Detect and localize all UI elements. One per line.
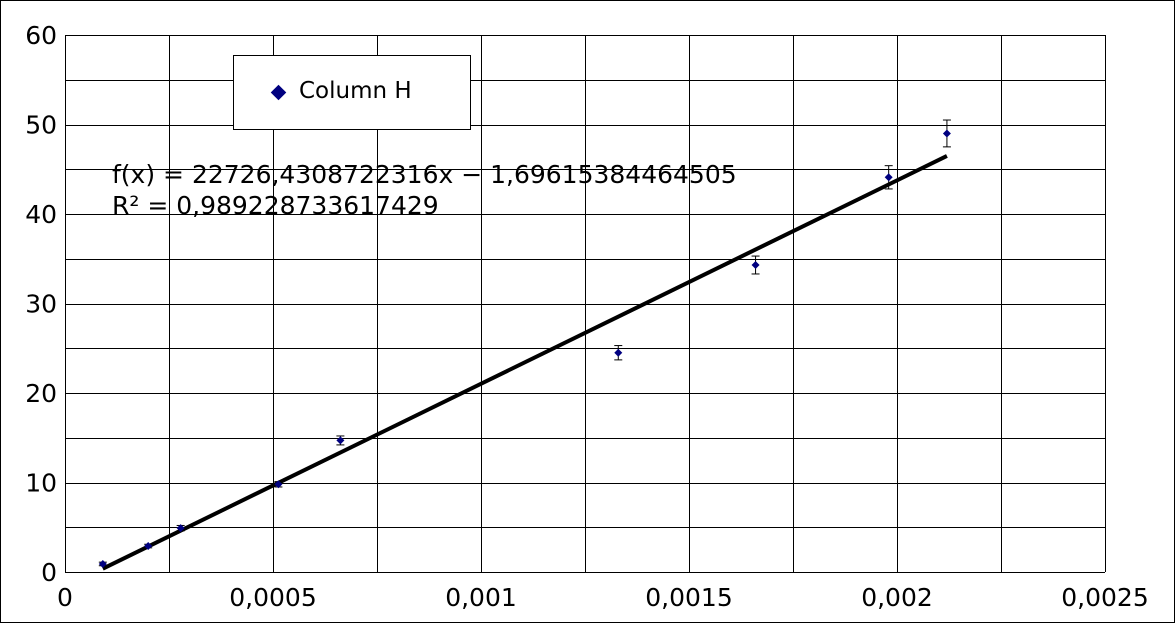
- legend-label: Column H: [299, 78, 412, 104]
- x-tick-label: 0,0005: [229, 583, 316, 612]
- data-point: [274, 480, 283, 489]
- data-point: [144, 542, 153, 551]
- data-point: [614, 345, 623, 361]
- data-points: [98, 119, 951, 568]
- x-tick-label: 0,001: [445, 583, 517, 612]
- diamond-marker: [942, 129, 951, 138]
- trendline-group: [101, 154, 948, 571]
- diamond-marker: [884, 173, 893, 182]
- diamond-marker: [144, 542, 153, 551]
- trendline-equation: f(x) = 22726,4308722316x − 1,69615384464…: [112, 160, 737, 189]
- x-tick-label: 0,0015: [645, 583, 732, 612]
- data-point: [98, 559, 107, 568]
- gridlines: [65, 35, 1106, 573]
- y-axis-ticks: 0 10 20 30 40 50 60: [25, 21, 57, 587]
- diamond-marker: [98, 559, 107, 568]
- data-point: [751, 255, 760, 275]
- diamond-marker: [176, 524, 185, 533]
- y-tick-label: 20: [25, 379, 57, 408]
- diamond-marker: [751, 261, 760, 270]
- diamond-marker: [614, 348, 623, 357]
- data-point: [884, 165, 893, 190]
- data-point: [176, 524, 185, 533]
- x-tick-label: 0,0025: [1061, 583, 1148, 612]
- x-axis-ticks: 0 0,0005 0,001 0,0015 0,002 0,0025: [57, 583, 1149, 612]
- x-tick-label: 0,002: [861, 583, 933, 612]
- diamond-marker: [274, 480, 283, 489]
- y-tick-label: 10: [25, 469, 57, 498]
- y-tick-label: 30: [25, 290, 57, 319]
- legend-diamond-marker-icon: [270, 84, 287, 101]
- trendline-r-squared: R² = 0,989228733617429: [112, 191, 439, 220]
- y-tick-label: 0: [41, 558, 57, 587]
- legend: Column H: [233, 55, 471, 130]
- y-tick-label: 60: [25, 21, 57, 50]
- data-point: [942, 119, 951, 148]
- x-tick-label: 0: [57, 583, 73, 612]
- y-tick-label: 50: [25, 111, 57, 140]
- y-tick-label: 40: [25, 200, 57, 229]
- diamond-marker: [336, 436, 345, 445]
- trendline: [101, 154, 948, 571]
- data-point: [336, 435, 345, 446]
